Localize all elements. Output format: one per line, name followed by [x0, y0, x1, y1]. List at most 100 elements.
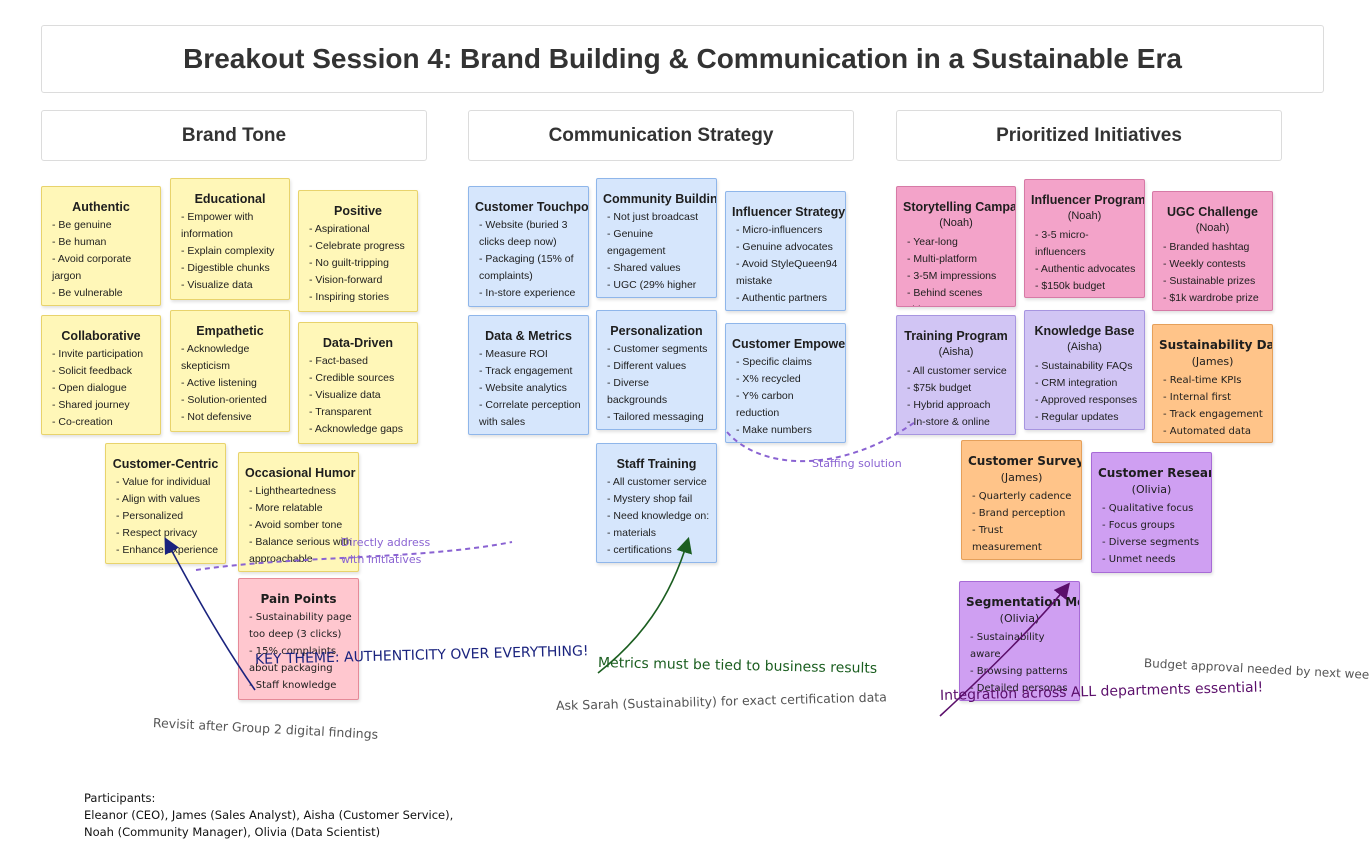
note-owner: (Noah): [1195, 222, 1230, 234]
note-item: - Micro-influencers: [736, 224, 823, 236]
note-item: - Not defensive: [181, 411, 252, 423]
annotation-revisit: Revisit after Group 2 digital findings: [152, 715, 379, 742]
note-item: - Focus groups: [1102, 520, 1175, 531]
note-item: - Website (buried 3 clicks deep now): [479, 219, 568, 248]
note-title: Segmentation Models: [966, 595, 1079, 609]
note-title: Data & Metrics: [485, 329, 572, 343]
note-item: - Empower with information: [181, 211, 254, 240]
sticky-note-collaborative[interactable]: Collaborative - Invite participation - So…: [41, 315, 161, 435]
note-item: - Browsing patterns: [970, 666, 1068, 677]
annotation-directly-address: Directly address with initiatives: [341, 536, 431, 566]
sticky-note-positive[interactable]: Positive - Aspirational - Celebrate progr…: [298, 190, 418, 312]
note-item: - Shared values: [607, 262, 681, 274]
note-item: - Acknowledge skepticism: [181, 343, 250, 372]
sticky-note-authentic[interactable]: Authentic - Be genuine - Be human - Avoid …: [41, 186, 161, 306]
note-title: Customer-Centric: [112, 457, 219, 471]
note-title: Authentic: [72, 200, 130, 214]
note-item: - No guilt-tripping: [309, 257, 389, 269]
note-item: - Authentic advocates: [1035, 263, 1136, 275]
participants-line: Eleanor (CEO), James (Sales Analyst), Ai…: [84, 808, 454, 822]
note-item: - Visualize data: [181, 279, 253, 291]
note-item: - Track engagement: [479, 365, 573, 377]
note-owner: (Noah): [939, 217, 973, 229]
note-item: - Branded hashtag: [1163, 241, 1250, 253]
note-item: - X% recycled: [736, 373, 801, 385]
note-title: Customer Empowerment: [732, 337, 846, 351]
sticky-note-data-metrics[interactable]: Data & Metrics - Measure ROI - Track enga…: [468, 315, 589, 435]
note-item: - Be vulnerable: [52, 287, 123, 299]
note-item: - Active listening: [181, 377, 257, 389]
note-item: - Customer segments: [607, 343, 708, 355]
note-title: Positive: [334, 204, 382, 218]
note-item: - Invite participation: [52, 348, 144, 360]
sticky-note-influencer-program[interactable]: Influencer Program (Noah) - 3-5 micro-in…: [1024, 179, 1145, 298]
sticky-note-customer-surveys[interactable]: Customer Surveys (James) - Quarterly cad…: [961, 440, 1082, 560]
note-item: - Internal first: [1163, 392, 1232, 403]
sticky-note-storytelling-campaign[interactable]: Storytelling Campaign (Noah) - Year-long…: [896, 186, 1016, 307]
note-item: - $75k budget: [907, 382, 972, 394]
column-header-prioritized-initiatives: Prioritized Initiatives: [896, 110, 1282, 161]
note-item: - All customer service: [907, 365, 1007, 377]
note-item: - Staff knowledge gap: [249, 680, 337, 699]
note-item: - Avoid corporate jargon: [52, 253, 132, 282]
note-item: - Unmet needs: [1102, 554, 1176, 565]
note-title: Occasional Humor: [245, 466, 356, 480]
sticky-note-influencer-strategy[interactable]: Influencer Strategy - Micro-influencers -…: [725, 191, 846, 311]
note-item: - Explain complexity: [181, 245, 275, 257]
sticky-note-pain-points[interactable]: Pain Points - Sustainability page too de…: [238, 578, 359, 700]
sticky-note-customer-empowerment[interactable]: Customer Empowerment - Specific claims - …: [725, 323, 846, 443]
note-item: - Aspirational: [309, 223, 370, 235]
note-item: - Genuine advocates: [736, 241, 833, 253]
sticky-note-knowledge-base[interactable]: Knowledge Base (Aisha) - Sustainability …: [1024, 310, 1145, 430]
note-item: - Avoid somber tone: [249, 519, 343, 531]
note-item: - Mystery shop fail: [607, 493, 693, 505]
participants-line: Noah (Community Manager), Olivia (Data S…: [84, 825, 381, 839]
sticky-note-segmentation-models[interactable]: Segmentation Models (Olivia) - Sustainab…: [959, 581, 1080, 701]
note-item: - Align with values: [116, 493, 201, 505]
note-item: - Sustainability page too deep (3 clicks…: [249, 612, 352, 640]
note-title: Training Program: [904, 329, 1008, 343]
note-owner: (Olivia): [999, 612, 1040, 625]
note-item: - Fact-based: [309, 355, 368, 367]
sticky-note-sustainability-dashboard[interactable]: Sustainability Dashboard (James) - Real-…: [1152, 324, 1273, 443]
note-title: Customer Research: [1098, 466, 1211, 480]
annotation-metrics: Metrics must be tied to business results: [597, 655, 878, 677]
note-item: - Transparent: [309, 406, 372, 418]
sticky-note-empathetic[interactable]: Empathetic - Acknowledge skepticism - Act…: [170, 310, 290, 432]
note-item: - CRM integration: [1035, 377, 1118, 389]
sticky-note-personalization[interactable]: Personalization - Customer segments - Dif…: [596, 310, 717, 430]
note-item: - Solution-oriented: [181, 394, 267, 406]
note-title: Influencer Strategy: [732, 205, 846, 219]
note-item: - Personalized: [116, 510, 184, 522]
note-item: - Inspiring stories: [309, 291, 389, 303]
sticky-note-customer-centric[interactable]: Customer-Centric - Value for individual -…: [105, 443, 226, 564]
participants-block: Participants: Eleanor (CEO), James (Sale…: [84, 790, 453, 841]
note-item: - Open dialogue: [52, 382, 127, 394]
note-item: - Be human: [52, 236, 107, 248]
column-header-communication-strategy: Communication Strategy: [468, 110, 854, 161]
sticky-note-training-program[interactable]: Training Program (Aisha) - All customer …: [896, 315, 1016, 435]
note-item: - Trust measurement: [972, 525, 1042, 553]
note-item: - Shared journey: [52, 399, 130, 411]
sticky-note-ugc-challenge[interactable]: UGC Challenge (Noah) - Branded hashtag - …: [1152, 191, 1273, 311]
note-title: Community Building: [603, 192, 717, 206]
sticky-note-educational[interactable]: Educational - Empower with information - …: [170, 178, 290, 300]
note-item: - Track engagement: [1163, 409, 1263, 420]
note-item: - Need knowledge on:: [607, 510, 710, 522]
note-item: - Digestible chunks: [181, 262, 270, 274]
sticky-note-staff-training[interactable]: Staff Training - All customer service - M…: [596, 443, 717, 563]
note-title: Staff Training: [616, 457, 697, 471]
note-item: - Make numbers relatable: [736, 424, 812, 442]
sticky-note-data-driven[interactable]: Data-Driven - Fact-based - Credible sourc…: [298, 322, 418, 444]
note-item: - Sustainable prizes: [1163, 275, 1256, 287]
note-item: - Measure ROI: [479, 348, 548, 360]
sticky-note-community-building[interactable]: Community Building - Not just broadcast -…: [596, 178, 717, 298]
note-item: - 15% complaints about packaging: [249, 646, 337, 674]
note-owner: (Aisha): [1067, 341, 1102, 353]
note-title: Customer Touchpoints: [475, 200, 589, 214]
note-title: Influencer Program: [1031, 193, 1145, 207]
note-item: - Sustainability aware: [970, 632, 1045, 660]
sticky-note-customer-touchpoints[interactable]: Customer Touchpoints - Website (buried 3…: [468, 186, 589, 307]
sticky-note-customer-research[interactable]: Customer Research (Olivia) - Qualitative…: [1091, 452, 1212, 573]
note-item: - Quarterly cadence: [972, 491, 1072, 502]
